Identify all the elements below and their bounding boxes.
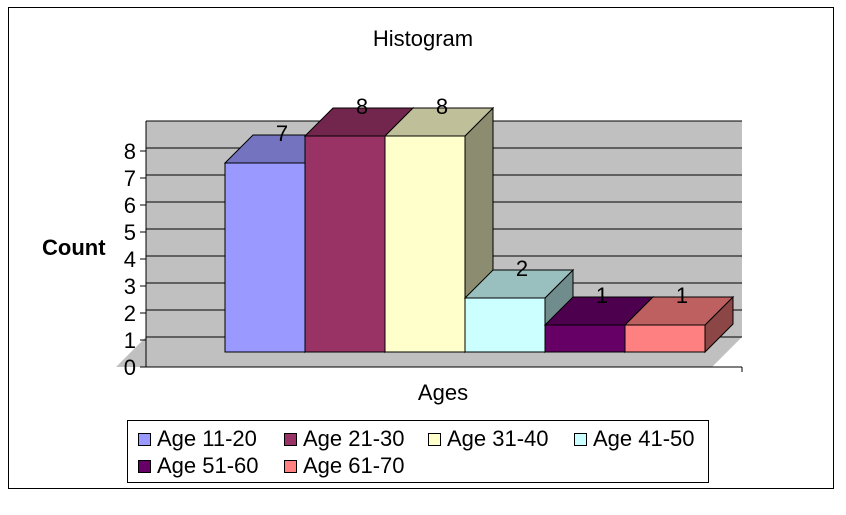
legend-item: Age 21-30 [284, 426, 405, 452]
legend-label: Age 11-20 [157, 426, 257, 451]
y-tick-label: 7 [124, 166, 136, 191]
legend-swatch [428, 432, 441, 446]
legend-label: Age 31-40 [447, 426, 549, 451]
data-label: 2 [516, 256, 528, 281]
data-label: 8 [356, 94, 368, 119]
y-tick-label: 4 [124, 247, 136, 272]
y-tick-label: 3 [124, 274, 136, 299]
bar [304, 135, 386, 353]
legend-label: Age 41-50 [593, 426, 695, 451]
legend-swatch [138, 459, 151, 473]
y-tick-label: 8 [124, 139, 136, 164]
legend-label: Age 51-60 [157, 453, 259, 478]
y-axis-label: Count [42, 235, 106, 260]
legend-label: Age 61-70 [303, 453, 405, 478]
y-tick-label: 2 [124, 301, 136, 326]
bar [624, 324, 706, 353]
chart-title: Histogram [372, 26, 474, 51]
legend: Age 11-20 Age 21-30 Age 31-40 Age 41-50 … [127, 420, 709, 483]
legend-swatch [574, 432, 587, 446]
legend-label: Age 21-30 [303, 426, 405, 451]
legend-item: Age 61-70 [284, 453, 405, 479]
legend-swatch [138, 432, 151, 446]
data-label: 8 [436, 94, 448, 119]
legend-item: Age 11-20 [138, 426, 257, 452]
y-tick-label: 5 [124, 220, 136, 245]
legend-item: Age 41-50 [574, 426, 695, 452]
data-label: 1 [596, 283, 608, 308]
data-label: 1 [676, 283, 688, 308]
y-tick-label: 1 [124, 328, 136, 353]
legend-item: Age 31-40 [428, 426, 549, 452]
legend-swatch [284, 432, 297, 446]
y-tick-label: 6 [124, 193, 136, 218]
legend-item: Age 51-60 [138, 453, 259, 479]
x-axis-label: Ages [417, 380, 469, 405]
data-label: 7 [276, 121, 288, 146]
bar [464, 297, 546, 353]
bar [224, 162, 306, 353]
bar [384, 135, 466, 353]
y-tick-label: 0 [124, 355, 136, 380]
bar [544, 324, 626, 353]
legend-swatch [284, 459, 297, 473]
